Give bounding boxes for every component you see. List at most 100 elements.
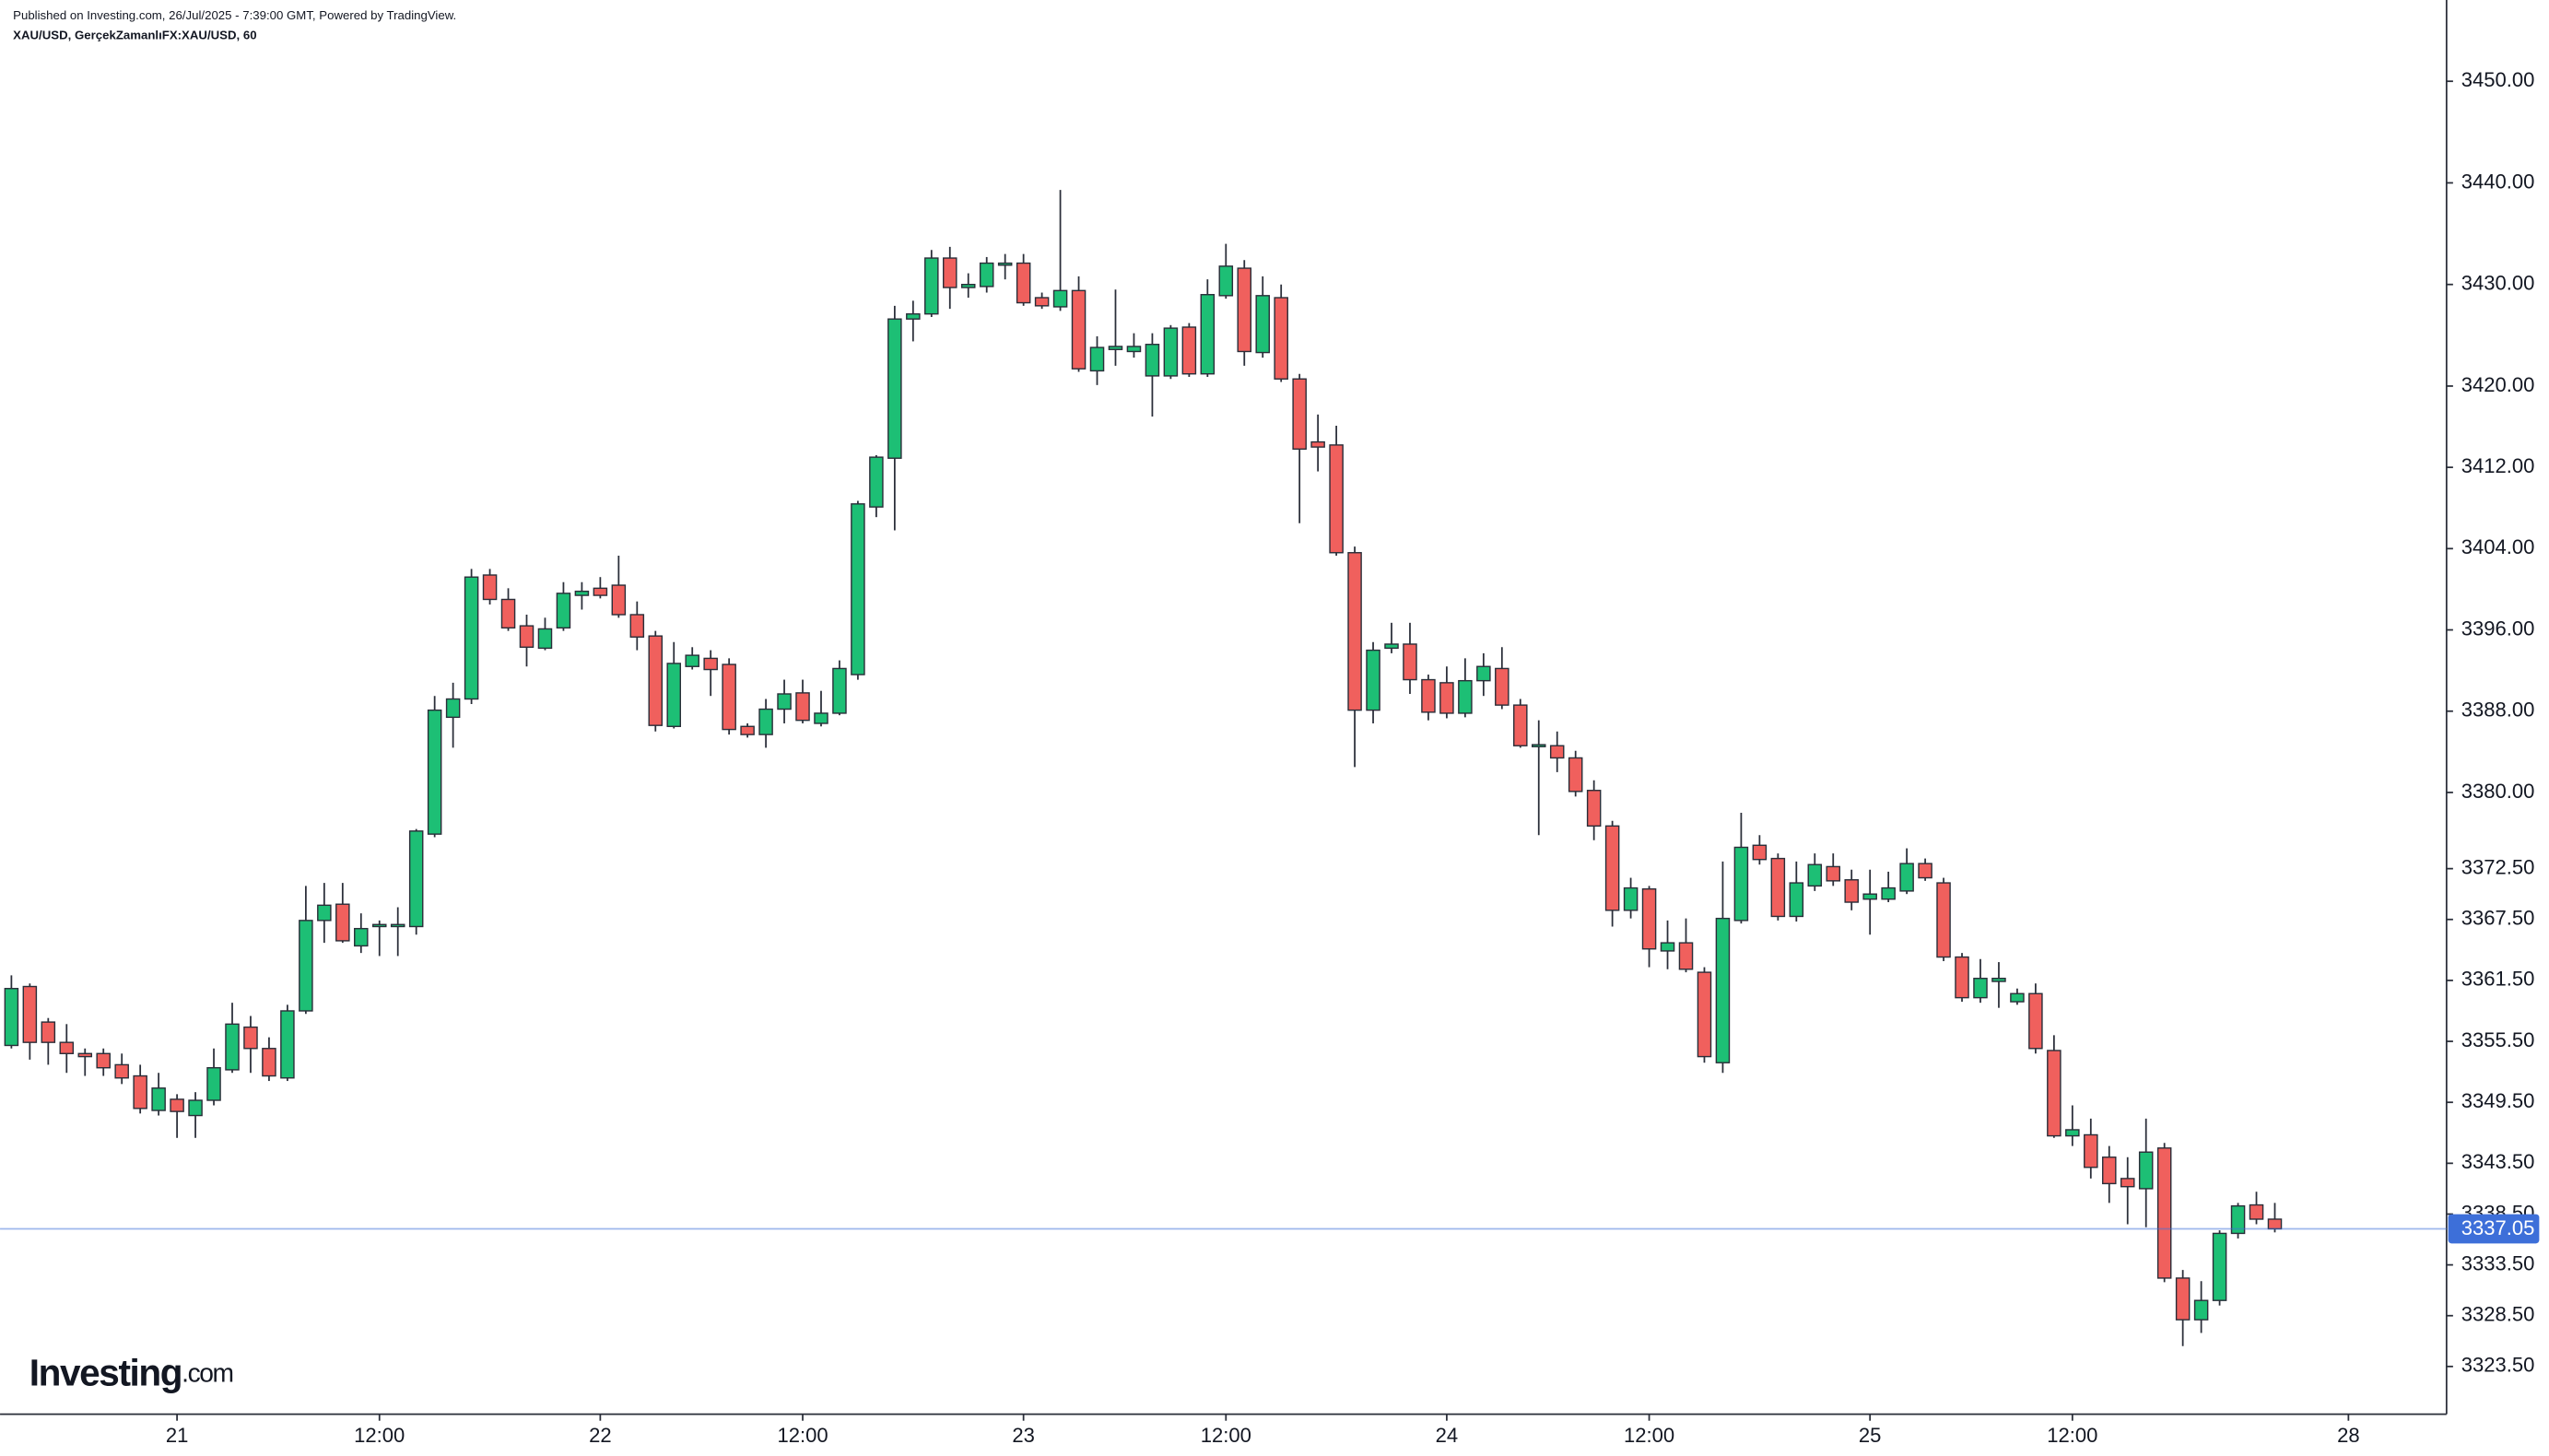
candle-body	[1310, 440, 1325, 448]
y-tick-label: 3372.50	[2461, 855, 2535, 878]
x-tick-label: 28	[2337, 1424, 2360, 1447]
x-tick-label: 12:00	[354, 1424, 405, 1447]
candle-body	[556, 593, 571, 629]
candle-body	[1697, 971, 1712, 1058]
candle-body	[1181, 326, 1197, 375]
candle-body	[1531, 744, 1546, 747]
candle-body	[1862, 893, 1877, 900]
candle-body	[464, 576, 479, 700]
candle-body	[262, 1048, 276, 1077]
candle-body	[1881, 887, 1896, 900]
candle-body	[4, 988, 19, 1047]
candle-body	[2193, 1299, 2209, 1321]
candle-body	[1200, 294, 1216, 375]
logo: Investing.com	[29, 1351, 233, 1393]
y-tick-label: 3412.00	[2461, 454, 2535, 477]
candle-body	[77, 1052, 93, 1058]
candle-body	[445, 698, 461, 719]
candle-body	[758, 708, 773, 735]
candle-body	[851, 503, 865, 675]
x-tick-label: 12:00	[777, 1424, 828, 1447]
candle-body	[408, 830, 424, 928]
candle-body	[722, 663, 736, 731]
y-tick-label: 3355.50	[2461, 1028, 2535, 1051]
candle-body	[225, 1023, 240, 1071]
published-note: Published on Investing.com, 26/Jul/2025 …	[13, 8, 456, 22]
candle-body	[2120, 1178, 2135, 1188]
candle-body	[1973, 977, 1988, 999]
candle-body	[500, 598, 516, 629]
candle-body	[1145, 344, 1160, 377]
y-tick-label: 3450.00	[2461, 68, 2535, 91]
candle-body	[1403, 643, 1417, 681]
candle-body	[1844, 879, 1859, 903]
candle-body	[537, 628, 553, 650]
candle-body	[814, 712, 828, 724]
candle-body	[1071, 289, 1087, 370]
candle-body	[1623, 887, 1639, 911]
y-tick-label: 3343.50	[2461, 1150, 2535, 1173]
y-tick-label: 3420.00	[2461, 373, 2535, 396]
y-tick-label: 3367.50	[2461, 907, 2535, 930]
x-tick-label: 23	[1012, 1424, 1035, 1447]
y-tick-label: 3396.00	[2461, 616, 2535, 640]
x-tick-label: 12:00	[1624, 1424, 1674, 1447]
candle-body	[22, 985, 38, 1043]
candle-body	[317, 904, 332, 922]
candle-body	[1770, 857, 1786, 918]
candle-body	[1641, 887, 1657, 950]
candle-body	[2212, 1232, 2227, 1301]
candle-body	[1108, 346, 1123, 350]
candle-body	[1936, 882, 1951, 958]
candle-body	[740, 725, 755, 735]
x-tick-label: 22	[589, 1424, 612, 1447]
candle-body	[924, 257, 939, 315]
logo-suffix: .com	[182, 1358, 233, 1388]
candle-body	[114, 1063, 129, 1079]
candle-body	[593, 587, 608, 596]
candle-body	[427, 709, 442, 835]
candle-body	[2102, 1157, 2117, 1185]
candle-body	[1384, 643, 1399, 650]
candle-body	[832, 667, 847, 714]
candle-body	[280, 1010, 295, 1079]
candle-body	[666, 663, 682, 727]
candle-body	[151, 1087, 166, 1111]
candle-body	[1126, 346, 1142, 353]
candle-body	[1439, 682, 1454, 714]
candle-body	[59, 1041, 75, 1054]
candle-body	[1237, 267, 1252, 353]
candle-body	[943, 257, 957, 288]
candle-body	[2084, 1133, 2098, 1168]
candle-body	[1899, 863, 1914, 892]
candle-body	[906, 312, 921, 320]
candle-body	[2047, 1050, 2062, 1137]
candle-body	[2175, 1277, 2191, 1321]
candle-body	[1458, 679, 1473, 714]
candle-body	[1789, 882, 1804, 918]
candle-body	[1678, 942, 1694, 970]
y-tick-label: 3430.00	[2461, 272, 2535, 295]
candle-body	[685, 654, 699, 667]
candle-body	[1476, 665, 1491, 682]
candle-body	[1255, 295, 1270, 354]
candle-body	[1955, 956, 1969, 999]
y-tick-label: 3361.50	[2461, 968, 2535, 991]
candle-body	[354, 927, 369, 947]
y-tick-label: 3380.00	[2461, 780, 2535, 803]
candle-body	[611, 584, 627, 616]
candle-body	[1752, 844, 1768, 861]
logo-name: Investing	[29, 1351, 182, 1393]
candle-body	[41, 1021, 56, 1043]
candle-body	[1292, 378, 1307, 451]
candle-body	[2230, 1204, 2246, 1235]
candle-body	[648, 635, 664, 726]
y-tick-label: 3349.50	[2461, 1089, 2535, 1112]
candle-body	[1733, 846, 1749, 922]
candle-body	[1052, 289, 1068, 308]
candle-body	[299, 920, 313, 1012]
candle-body	[1660, 942, 1675, 952]
x-tick-label: 24	[1436, 1424, 1459, 1447]
candle-body	[2065, 1129, 2080, 1137]
